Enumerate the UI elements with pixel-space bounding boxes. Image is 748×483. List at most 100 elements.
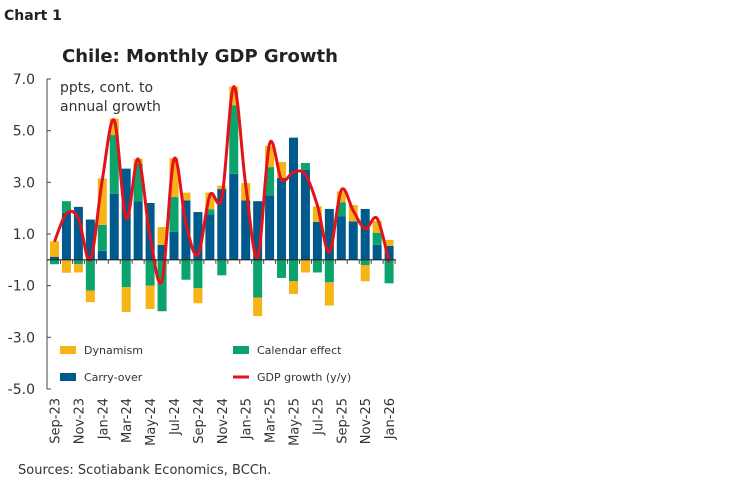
bar-dynamism-Nov-23 bbox=[73, 264, 83, 273]
bar-dynamism-May-24 bbox=[145, 285, 155, 309]
bar-carry-over-Aug-24 bbox=[181, 200, 191, 260]
bar-dynamism-Aug-25 bbox=[324, 282, 334, 306]
bar-calendar-effect-Dec-25 bbox=[372, 232, 382, 245]
y-tick-label: -1.0 bbox=[8, 279, 35, 295]
bar-carry-over-Dec-24 bbox=[229, 173, 239, 260]
y-tick-label: 1.0 bbox=[13, 227, 35, 243]
legend-swatch bbox=[233, 346, 249, 354]
bar-dynamism-Oct-23 bbox=[61, 259, 71, 273]
x-tick-label: Jan-25 bbox=[240, 398, 255, 440]
y-tick-label: 7.0 bbox=[13, 72, 35, 88]
bar-carry-over-May-25 bbox=[289, 137, 298, 260]
bar-dynamism-Jan-26 bbox=[384, 239, 394, 246]
bar-calendar-effect-Jun-24 bbox=[157, 259, 167, 312]
bar-dynamism-Oct-24 bbox=[205, 192, 215, 210]
bar-calendar-effect-Oct-23 bbox=[61, 201, 71, 213]
y-tick-label: 3.0 bbox=[13, 175, 35, 191]
x-tick-label: Nov-24 bbox=[216, 398, 231, 444]
x-tick-label: Nov-25 bbox=[359, 398, 374, 444]
bar-calendar-effect-Dec-24 bbox=[229, 105, 239, 174]
bar-dynamism-Mar-24 bbox=[121, 287, 131, 313]
y-tick-label: -3.0 bbox=[8, 330, 35, 346]
bar-carry-over-Jul-24 bbox=[169, 231, 179, 260]
bar-dynamism-Apr-25 bbox=[277, 161, 287, 178]
bar-calendar-effect-Jun-25 bbox=[300, 162, 310, 170]
bar-dynamism-Jan-24 bbox=[97, 178, 107, 225]
bar-dynamism-Feb-24 bbox=[109, 118, 119, 136]
bar-carry-over-Jun-24 bbox=[157, 244, 167, 260]
bar-calendar-effect-Aug-25 bbox=[324, 259, 334, 283]
x-tick-label: Sep-23 bbox=[49, 398, 64, 444]
y-tick-label: 5.0 bbox=[13, 124, 35, 140]
bar-dynamism-Dec-24 bbox=[229, 86, 239, 106]
bar-dynamism-Jun-25 bbox=[300, 259, 310, 273]
x-tick-label: Nov-23 bbox=[72, 398, 87, 444]
legend-swatch bbox=[60, 373, 76, 381]
bar-dynamism-Dec-25 bbox=[372, 221, 382, 233]
bar-carry-over-Jan-24 bbox=[97, 250, 107, 260]
x-tick-label: Jul-24 bbox=[168, 398, 183, 436]
y-axis-label-line2: annual growth bbox=[60, 99, 161, 115]
legend-label: Calendar effect bbox=[257, 344, 342, 357]
bar-carry-over-Jan-25 bbox=[241, 200, 251, 260]
bar-calendar-effect-Nov-24 bbox=[217, 259, 227, 276]
x-tick-label: Mar-24 bbox=[120, 398, 135, 443]
chart-label: Chart 1 bbox=[4, 8, 62, 24]
bar-calendar-effect-Apr-24 bbox=[133, 163, 143, 202]
x-tick-label: May-25 bbox=[288, 398, 303, 446]
bar-carry-over-Jun-25 bbox=[300, 169, 310, 260]
bar-carry-over-Nov-23 bbox=[73, 206, 83, 260]
bar-dynamism-Jul-25 bbox=[312, 206, 322, 222]
bar-dynamism-Mar-25 bbox=[265, 145, 275, 168]
bar-carry-over-Oct-24 bbox=[205, 214, 215, 260]
bar-carry-over-Jul-25 bbox=[312, 221, 322, 260]
bar-carry-over-Sep-24 bbox=[193, 212, 203, 260]
bar-dynamism-Aug-24 bbox=[181, 192, 191, 201]
bar-calendar-effect-Jul-24 bbox=[169, 197, 179, 232]
bar-dynamism-Jun-24 bbox=[157, 227, 167, 245]
bar-carry-over-Dec-23 bbox=[85, 219, 95, 260]
bar-calendar-effect-Oct-24 bbox=[205, 209, 215, 215]
bar-carry-over-Aug-25 bbox=[324, 208, 334, 260]
bar-dynamism-May-25 bbox=[289, 281, 298, 294]
bar-dynamism-Sep-25 bbox=[336, 191, 346, 203]
bar-carry-over-Sep-23 bbox=[50, 256, 59, 260]
chart-title: Chile: Monthly GDP Growth bbox=[62, 46, 338, 67]
y-axis-label-line1: ppts, cont. to bbox=[60, 80, 153, 96]
bar-dynamism-Sep-23 bbox=[50, 241, 59, 257]
x-tick-label: Jan-24 bbox=[96, 398, 111, 440]
x-tick-label: May-24 bbox=[144, 398, 159, 446]
bar-calendar-effect-Sep-23 bbox=[50, 259, 59, 265]
bar-carry-over-Jan-26 bbox=[384, 245, 394, 260]
bar-carry-over-Feb-24 bbox=[109, 193, 119, 260]
bar-dynamism-Nov-25 bbox=[360, 265, 370, 282]
gdp-growth-line bbox=[53, 85, 391, 285]
bar-calendar-effect-Apr-25 bbox=[277, 259, 287, 278]
bar-calendar-effect-Nov-25 bbox=[360, 259, 370, 265]
x-tick-label: Sep-25 bbox=[335, 398, 350, 444]
bar-carry-over-Apr-24 bbox=[133, 201, 143, 260]
bar-carry-over-Oct-23 bbox=[61, 212, 71, 260]
bar-calendar-effect-Sep-25 bbox=[336, 202, 346, 217]
bar-calendar-effect-Feb-25 bbox=[253, 259, 263, 298]
bar-carry-over-Feb-25 bbox=[253, 201, 263, 260]
bar-calendar-effect-May-25 bbox=[289, 259, 298, 282]
bar-calendar-effect-Feb-24 bbox=[109, 135, 119, 194]
legend-label: Dynamism bbox=[84, 344, 143, 357]
bar-calendar-effect-Jan-26 bbox=[384, 259, 394, 284]
source-note: Sources: Scotiabank Economics, BCCh. bbox=[18, 463, 271, 478]
legend-label: Carry-over bbox=[84, 371, 143, 384]
bar-carry-over-Oct-25 bbox=[348, 221, 358, 260]
bar-calendar-effect-Jan-24 bbox=[97, 224, 107, 251]
bar-carry-over-Nov-24 bbox=[217, 189, 227, 260]
bar-dynamism-Sep-24 bbox=[193, 288, 203, 304]
bar-carry-over-Nov-25 bbox=[360, 208, 370, 260]
x-tick-label: Jul-25 bbox=[311, 398, 326, 436]
bar-calendar-effect-Mar-25 bbox=[265, 167, 275, 196]
bar-calendar-effect-Nov-23 bbox=[73, 259, 83, 265]
bar-calendar-effect-Mar-24 bbox=[121, 259, 131, 288]
legend-swatch bbox=[60, 346, 76, 354]
y-tick-label: -5.0 bbox=[8, 382, 35, 398]
legend-label: GDP growth (y/y) bbox=[257, 371, 351, 384]
